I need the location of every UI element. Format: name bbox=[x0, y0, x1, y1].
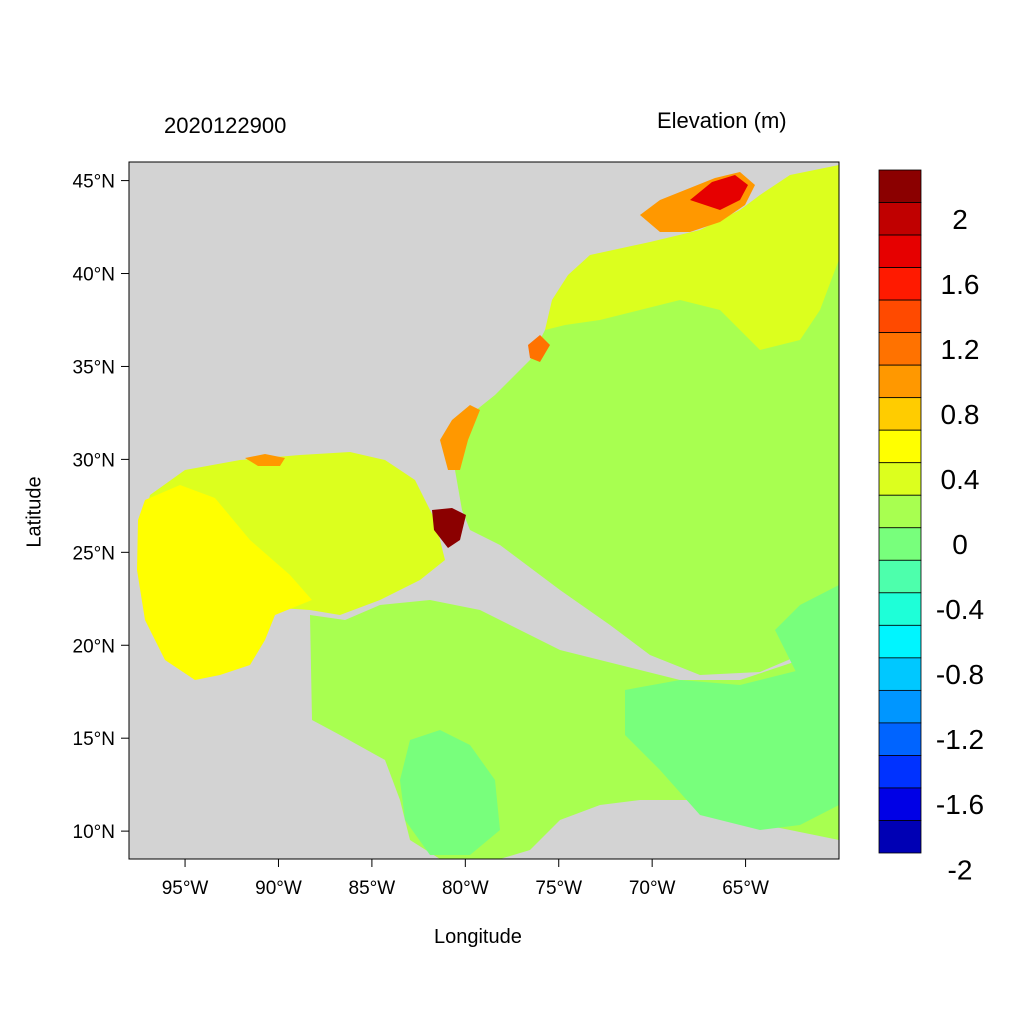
x-tick-label: 90°W bbox=[255, 878, 302, 899]
colorbar-swatch bbox=[878, 169, 922, 203]
colorbar-swatch bbox=[878, 234, 922, 268]
colorbar-swatch bbox=[878, 657, 922, 691]
colorbar-swatch bbox=[878, 462, 922, 496]
hatteras-surge bbox=[528, 335, 550, 362]
plot-frame bbox=[128, 161, 840, 860]
colorbar-swatch bbox=[878, 689, 922, 724]
east-atlantic-green bbox=[775, 585, 839, 680]
colorbar-swatch bbox=[878, 364, 922, 399]
colorbar-swatch bbox=[878, 722, 922, 756]
colorbar: 2 1.6 1.2 0.8 0.4 0 -0.4 -0.8 -1.2 -1.6 -2 bbox=[878, 169, 984, 885]
colorbar-swatch bbox=[878, 624, 922, 659]
y-tick-label: 25°N bbox=[73, 543, 115, 564]
x-tick-label: 70°W bbox=[629, 878, 676, 899]
y-tick-label: 10°N bbox=[73, 822, 115, 843]
florida-surge bbox=[432, 508, 466, 548]
western-gulf-surge bbox=[137, 485, 312, 680]
colorbar-label: -1.6 bbox=[936, 789, 984, 820]
colorbar-swatch bbox=[878, 267, 922, 301]
y-tick-label: 35°N bbox=[73, 357, 115, 378]
colorbar-swatch bbox=[878, 299, 922, 334]
colorbar-swatch bbox=[878, 787, 922, 821]
variable-title: Elevation (m) bbox=[657, 108, 787, 133]
date-stamp: 2020122900 bbox=[164, 113, 287, 138]
colorbar-label: -2 bbox=[948, 854, 973, 885]
colorbar-label: -0.4 bbox=[936, 594, 984, 625]
colorbar-label: 1.2 bbox=[941, 334, 980, 365]
colorbar-swatch bbox=[878, 332, 922, 366]
western-caribbean bbox=[400, 730, 500, 855]
colorbar-label: -0.8 bbox=[936, 659, 984, 690]
y-tick-label: 30°N bbox=[73, 450, 115, 471]
gulf-of-maine-peak bbox=[690, 175, 748, 210]
colorbar-label: 2 bbox=[952, 204, 968, 235]
colorbar-swatch bbox=[878, 494, 922, 529]
x-tick-label: 80°W bbox=[442, 878, 489, 899]
colorbar-swatch bbox=[878, 592, 922, 626]
louisiana-surge bbox=[245, 454, 285, 466]
colorbar-swatch bbox=[878, 820, 922, 854]
map-field bbox=[129, 162, 839, 859]
y-tick-label: 40°N bbox=[73, 265, 115, 286]
y-axis-label: Latitude bbox=[23, 476, 46, 548]
atlantic-coast-surge bbox=[440, 405, 480, 470]
northern-shelf-band bbox=[545, 165, 839, 350]
colorbar-swatch bbox=[878, 527, 922, 561]
eastern-caribbean bbox=[625, 660, 839, 830]
x-tick-label: 65°W bbox=[722, 878, 769, 899]
colorbar-swatch bbox=[878, 397, 922, 431]
colorbar-swatch bbox=[878, 559, 922, 594]
y-tick-label: 45°N bbox=[73, 172, 115, 193]
colorbar-label: 1.6 bbox=[941, 269, 980, 300]
x-tick-label: 85°W bbox=[349, 878, 396, 899]
colorbar-label: 0.8 bbox=[941, 399, 980, 430]
colorbar-swatch bbox=[878, 202, 922, 236]
x-axis-label: Longitude bbox=[434, 926, 522, 948]
colorbar-swatch bbox=[878, 755, 922, 789]
colorbar-label: 0.4 bbox=[941, 464, 980, 495]
y-axis: 45°N 40°N 35°N 30°N 25°N 20°N 15°N 10°N bbox=[73, 172, 129, 843]
y-tick-label: 15°N bbox=[73, 729, 115, 750]
x-axis: 95°W 90°W 85°W 80°W 75°W 70°W 65°W bbox=[162, 859, 769, 899]
x-tick-label: 75°W bbox=[535, 878, 582, 899]
x-tick-label: 95°W bbox=[162, 878, 209, 899]
y-tick-label: 20°N bbox=[73, 636, 115, 657]
colorbar-label: -1.2 bbox=[936, 724, 984, 755]
colorbar-label: 0 bbox=[952, 529, 968, 560]
colorbar-swatch bbox=[878, 429, 922, 464]
